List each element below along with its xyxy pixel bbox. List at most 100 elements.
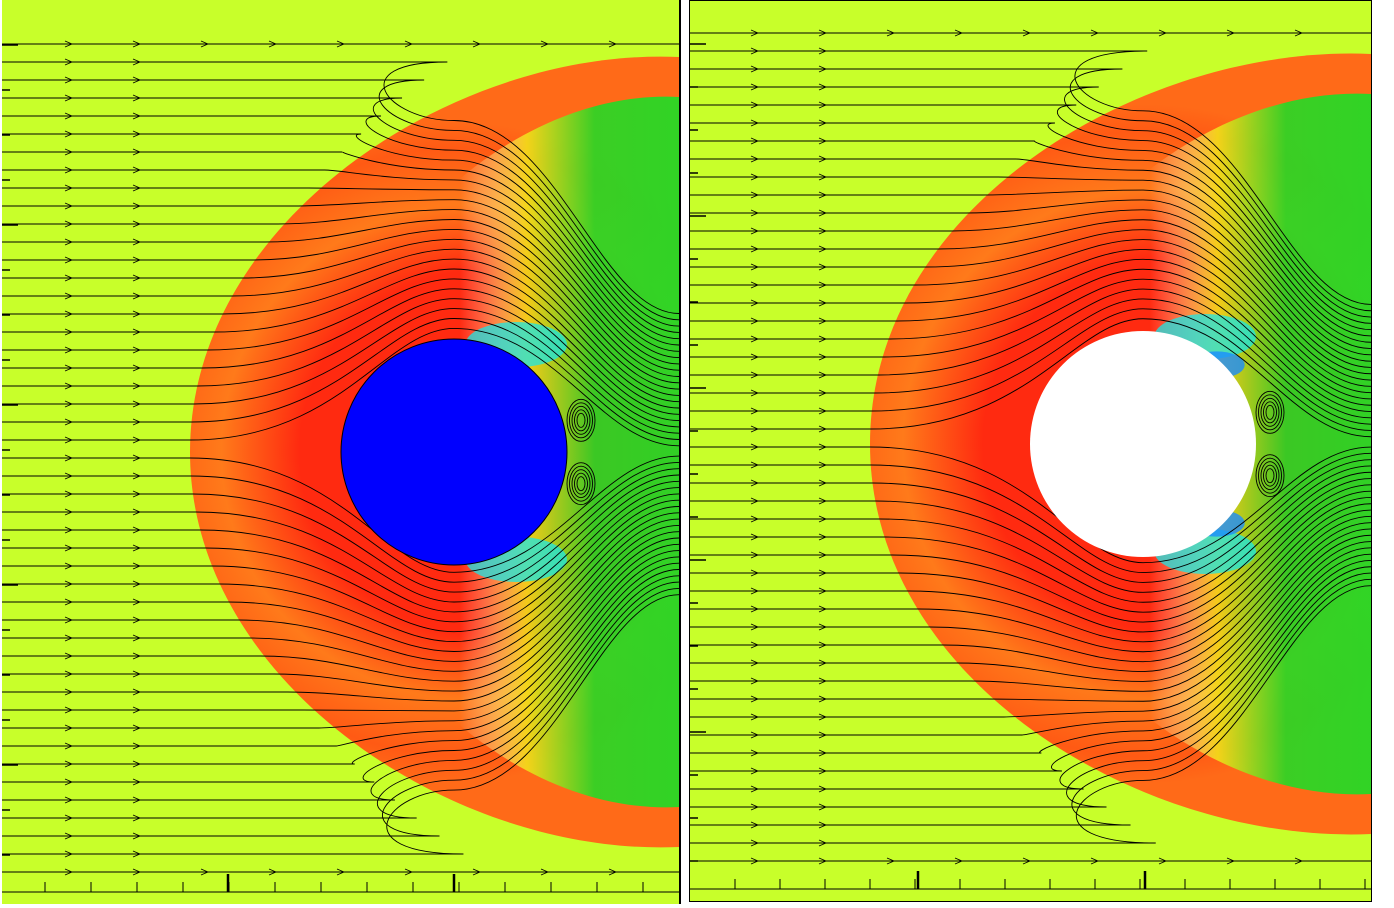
streamline — [690, 86, 1371, 318]
flow-arrow — [268, 40, 278, 48]
flow-arrow — [132, 670, 142, 678]
axis-ticks — [2, 44, 679, 893]
flow-arrow — [64, 814, 74, 822]
flow-arrow — [64, 778, 74, 786]
streamline — [690, 219, 1371, 375]
streamline — [690, 572, 1371, 808]
streamline — [2, 79, 679, 321]
flow-arrow — [336, 40, 346, 48]
streamline — [2, 543, 679, 712]
streamline — [2, 537, 679, 702]
streamline — [2, 487, 679, 623]
recirculation-loop — [571, 405, 591, 435]
flow-arrow — [64, 76, 74, 84]
flow-arrow — [750, 281, 760, 289]
flow-arrow — [750, 623, 760, 631]
flow-arrow — [64, 580, 74, 588]
flow-arrow — [132, 634, 142, 642]
recirculation-loop — [574, 472, 588, 495]
flow-arrow — [64, 184, 74, 192]
flow-arrow — [750, 767, 760, 775]
recirculation-loop — [1263, 464, 1277, 487]
flow-arrow — [818, 623, 828, 631]
streamline — [690, 541, 1371, 718]
flow-arrow — [750, 857, 760, 865]
flow-arrow — [132, 706, 142, 714]
flow-arrow — [64, 598, 74, 606]
flow-arrow — [132, 40, 142, 48]
flow-arrow — [750, 569, 760, 577]
flow-arrow — [64, 346, 74, 354]
streamline — [690, 478, 1371, 613]
streamline — [2, 556, 679, 747]
flow-arrow — [818, 803, 828, 811]
streamline — [690, 585, 1371, 844]
flow-arrow — [64, 292, 74, 300]
streamline — [2, 518, 679, 672]
streamline — [690, 268, 1371, 406]
streamline — [690, 308, 1371, 431]
streamline — [690, 278, 1371, 412]
flow-arrow — [64, 634, 74, 642]
flow-arrow — [64, 238, 74, 246]
streamline — [2, 524, 679, 682]
flow-arrow — [64, 130, 74, 138]
flow-arrow — [64, 508, 74, 516]
recirculation-loop — [576, 476, 586, 492]
flow-arrow — [404, 40, 414, 48]
flow-arrow — [472, 40, 482, 48]
flow-arrow — [750, 785, 760, 793]
flow-arrow — [818, 83, 828, 91]
flow-arrow — [132, 580, 142, 588]
recirculation-loop — [574, 409, 588, 432]
streamline — [690, 229, 1371, 381]
streamline — [2, 506, 679, 652]
streamline — [690, 509, 1371, 663]
flow-arrow — [1090, 857, 1100, 865]
flow-arrow — [132, 148, 142, 156]
recirculation-loop — [1265, 404, 1275, 420]
flow-arrow — [200, 40, 210, 48]
streamline — [2, 327, 679, 447]
flow-arrow — [750, 713, 760, 721]
streamline — [2, 199, 679, 365]
flow-arrow — [132, 400, 142, 408]
recirculation-loop — [1260, 397, 1280, 427]
flow-arrow — [750, 65, 760, 73]
flow-arrow — [132, 364, 142, 372]
flow-arrow — [750, 119, 760, 127]
flow-arrow — [750, 317, 760, 325]
streamline — [2, 512, 679, 662]
flow-arrow — [818, 389, 828, 397]
streamline — [690, 452, 1371, 574]
streamline — [690, 553, 1371, 754]
flow-arrow — [64, 832, 74, 840]
flow-arrow — [64, 490, 74, 498]
flow-arrow — [1022, 29, 1032, 37]
flow-arrow — [750, 839, 760, 847]
flow-arrow — [750, 515, 760, 523]
streamline — [2, 587, 679, 837]
flow-arrow — [540, 868, 550, 876]
flow-arrow — [64, 418, 74, 426]
recirculation-loop — [1255, 390, 1285, 434]
flow-arrow — [64, 724, 74, 732]
flow-arrow — [132, 760, 142, 768]
flow-arrow — [818, 335, 828, 343]
streamline — [2, 248, 679, 396]
streamline — [2, 61, 679, 314]
streamline — [2, 268, 679, 409]
flow-arrow — [750, 299, 760, 307]
flow-arrow — [1226, 29, 1236, 37]
flow-arrow — [472, 868, 482, 876]
flow-arrow — [132, 328, 142, 336]
flow-arrow — [818, 299, 828, 307]
flow-arrow — [750, 803, 760, 811]
flow-arrow — [818, 281, 828, 289]
flow-arrow — [64, 868, 74, 876]
streamline — [2, 228, 679, 384]
flow-arrow — [818, 317, 828, 325]
flow-arrow — [818, 245, 828, 253]
flow-arrow — [1022, 857, 1032, 865]
streamline — [690, 140, 1371, 337]
